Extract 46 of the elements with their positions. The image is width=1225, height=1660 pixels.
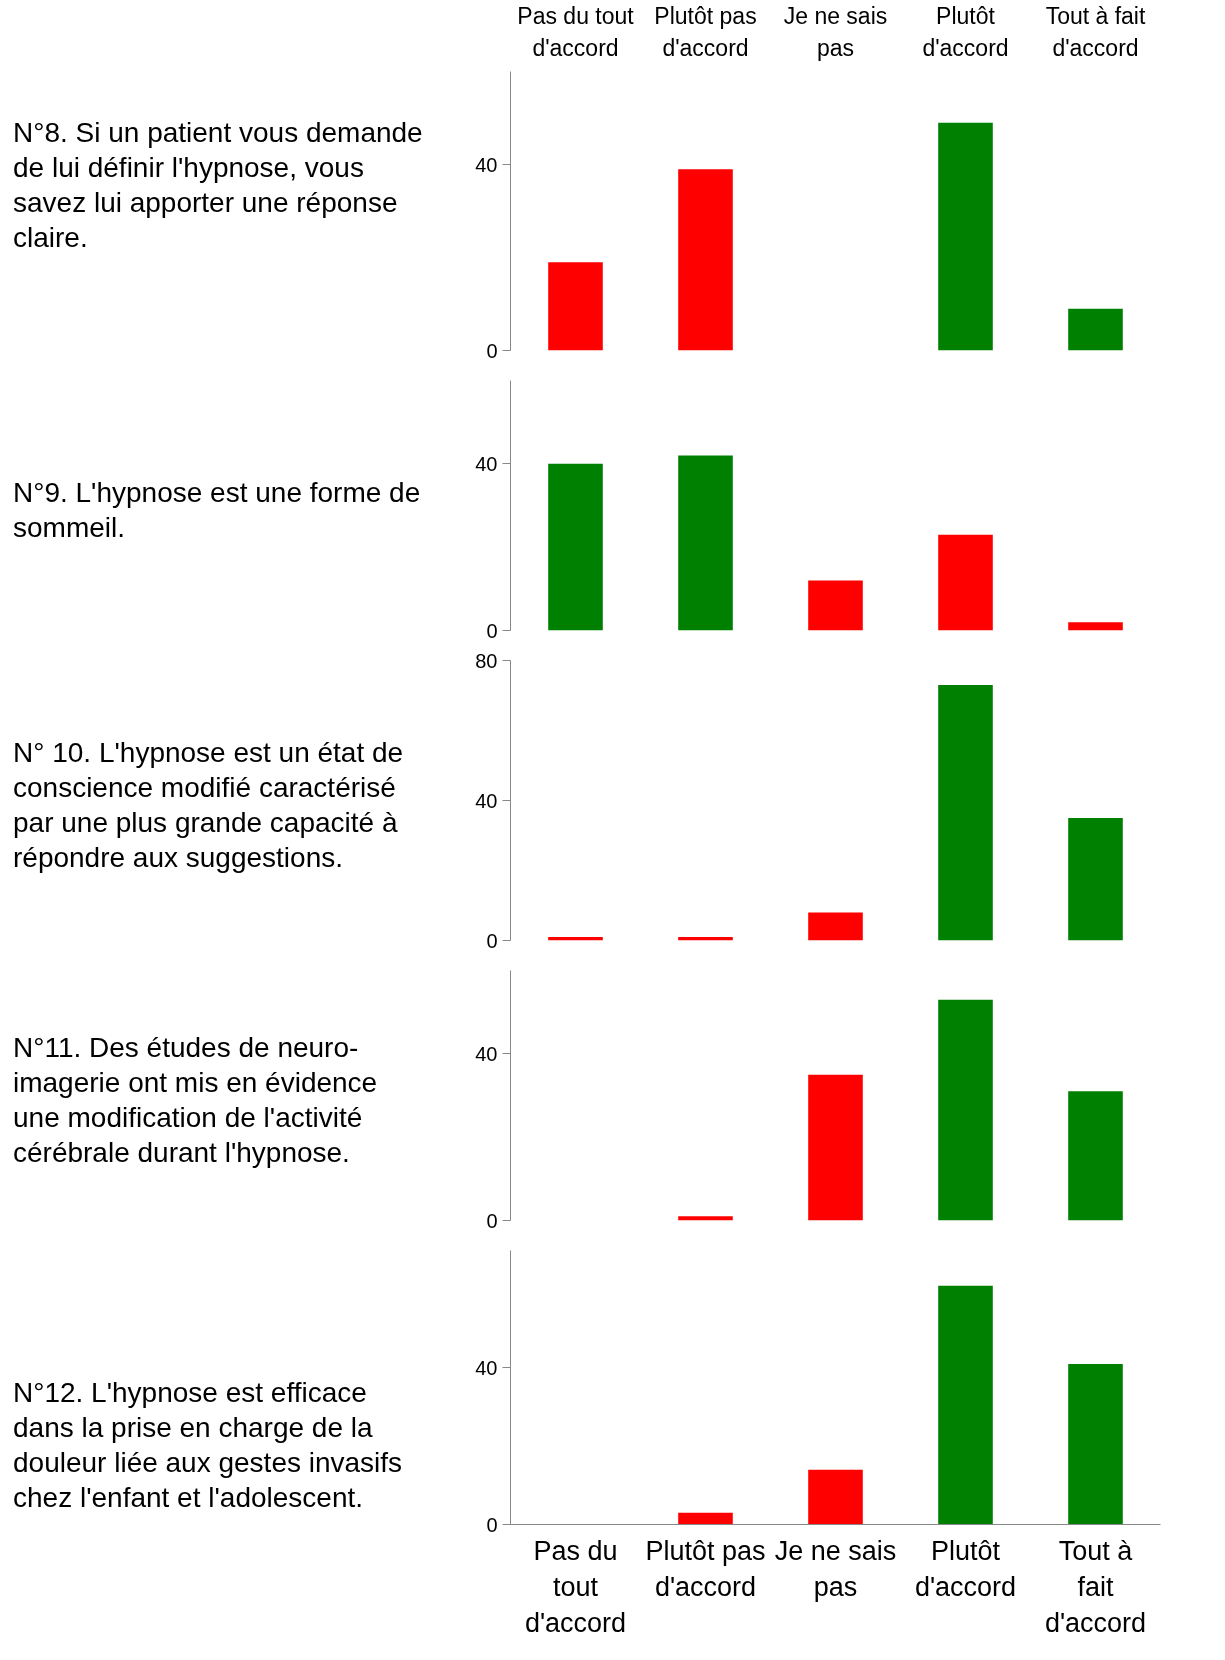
y-tick-label: 0	[486, 929, 498, 952]
x-tick-label: Plutôt pas d'accord	[645, 1535, 766, 1602]
bar	[938, 122, 993, 351]
text: N°11. Des études de neuro-imagerie ont mis en évidence une modification de l'activité cérébrale durant l'hypnose.	[13, 1031, 379, 1170]
y-tick-label: 0	[486, 1209, 498, 1232]
x-tick-label: Plutôt d'accord	[914, 1535, 1017, 1602]
x-tick-label: Pas du tout d'accord	[524, 1535, 627, 1638]
bar	[808, 1074, 863, 1221]
bar	[938, 999, 993, 1221]
y-tick-label: 40	[475, 1042, 498, 1065]
bar	[1068, 1091, 1123, 1221]
y-tick-label: 40	[475, 789, 498, 812]
x-tick-label: Tout à fait d'accord	[1045, 3, 1146, 61]
y-tick-label: 40	[475, 1356, 498, 1379]
x-tick-label: Je ne sais pas	[774, 1535, 897, 1602]
y-tick-label: 40	[475, 452, 498, 475]
x-tick-label: Je ne sais pas	[783, 3, 888, 61]
bar	[808, 912, 863, 941]
bar	[678, 1216, 733, 1221]
y-tick-label: 80	[475, 649, 498, 672]
y-tick-label: 40	[475, 153, 498, 176]
bar	[1068, 818, 1123, 941]
bar	[1068, 1364, 1123, 1525]
y-tick-label: 0	[486, 1513, 498, 1536]
bar	[808, 580, 863, 631]
bar	[1068, 622, 1123, 631]
x-tick-label: Pas du tout d'accord	[517, 3, 635, 61]
bar	[678, 1512, 733, 1525]
bar	[938, 1285, 993, 1525]
text: N° 10. L'hypnose est un état de conscience modifié caractérisé par une plus grande capacité à répondre aux suggestions.	[13, 736, 405, 875]
bar	[938, 534, 993, 631]
x-tick-label: Plutôt d'accord	[922, 3, 1009, 61]
bar	[938, 685, 993, 941]
y-tick-label: 0	[486, 619, 498, 642]
bar	[808, 1469, 863, 1525]
bar	[678, 169, 733, 351]
bar	[548, 463, 603, 631]
y-tick-label: 0	[486, 339, 498, 362]
bar	[678, 455, 733, 631]
x-tick-label: Plutôt pas d'accord	[654, 3, 757, 61]
x-tick-label: Tout à fait d'accord	[1044, 1535, 1147, 1638]
text: N°12. L'hypnose est efficace dans la prise en charge de la douleur liée aux gestes invasifs chez l'enfant et l'adolescent.	[13, 1376, 404, 1515]
bar	[548, 262, 603, 351]
text: N°9. L'hypnose est une forme de sommeil.	[13, 476, 422, 545]
text: N°8. Si un patient vous demande de lui définir l'hypnose, vous savez lui apporter une réponse claire.	[13, 116, 423, 255]
bar	[1068, 308, 1123, 351]
